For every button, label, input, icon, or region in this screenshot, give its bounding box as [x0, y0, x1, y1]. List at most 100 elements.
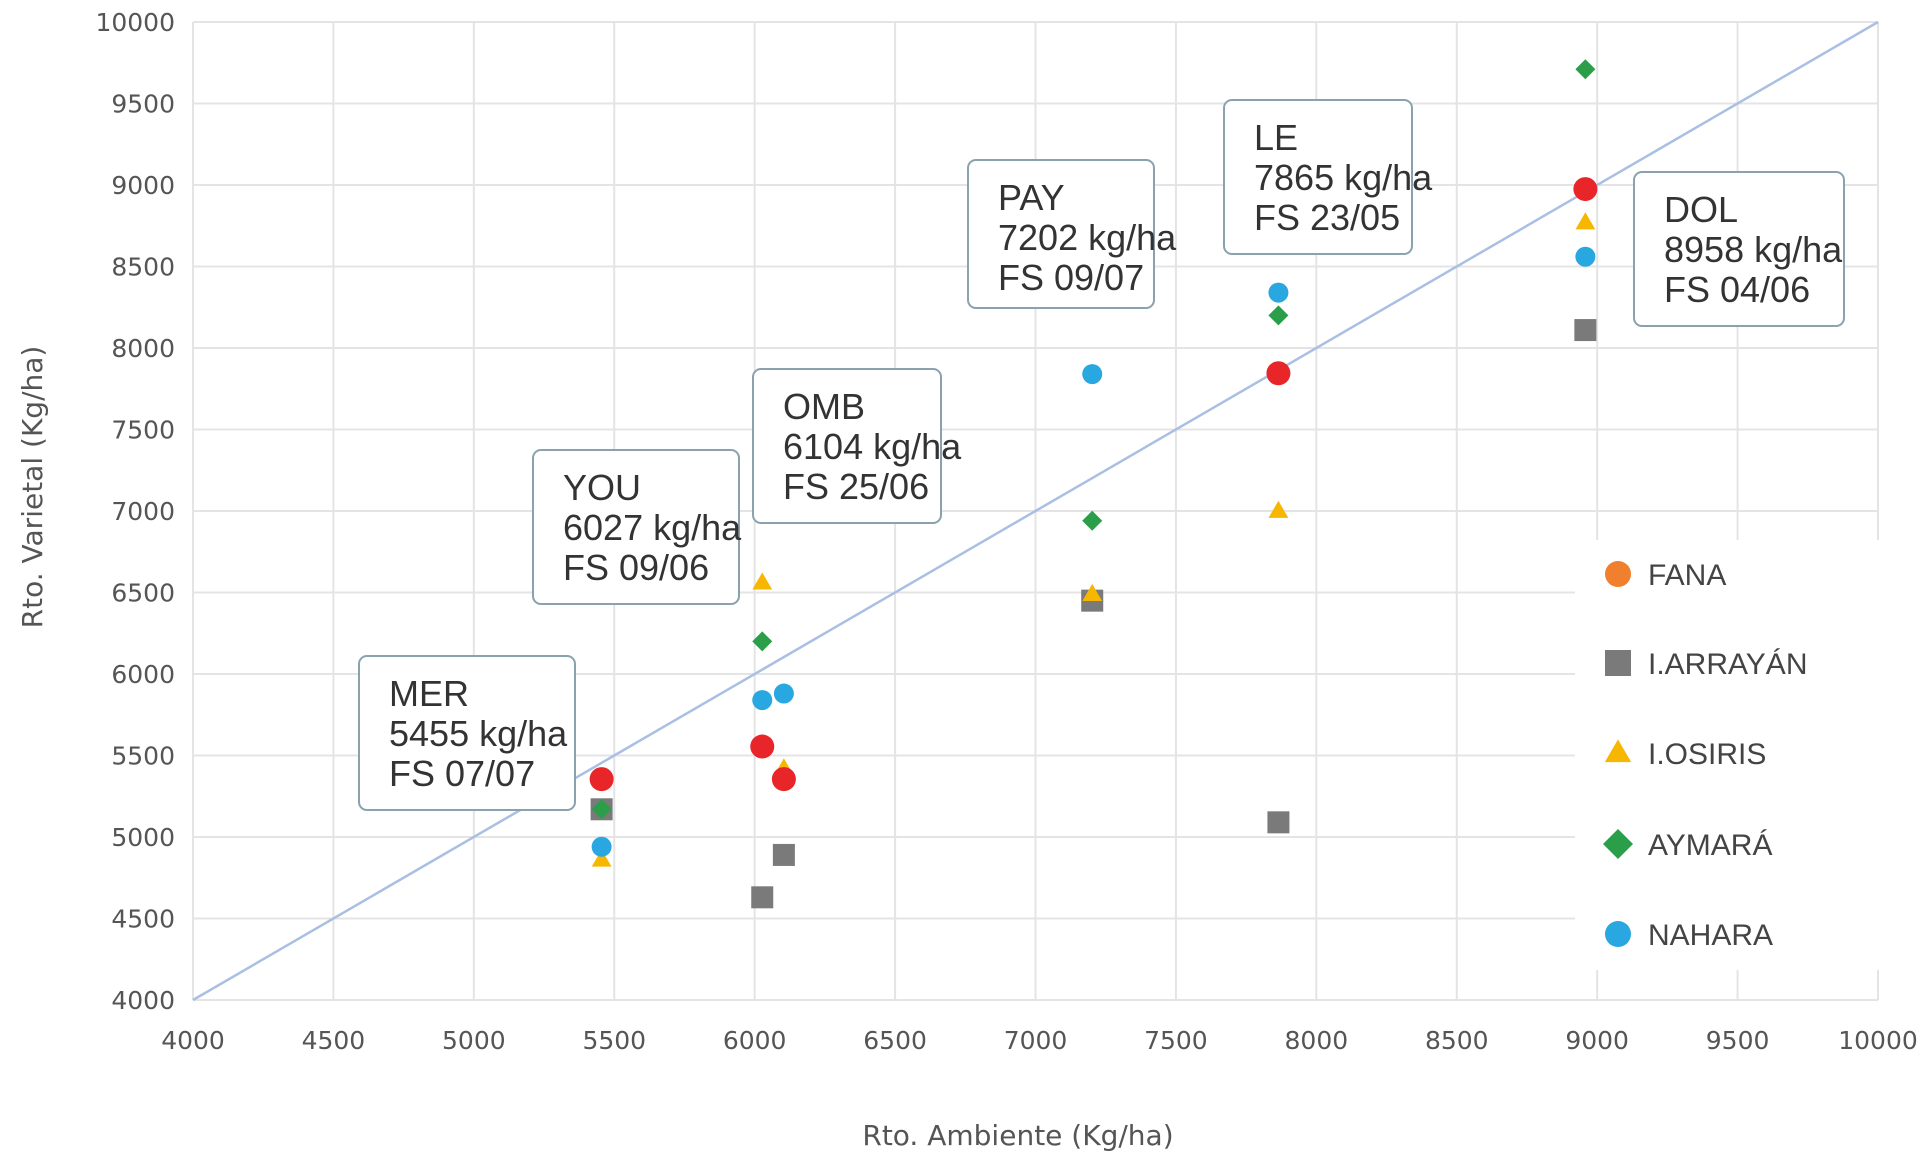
annotation-line: MER	[389, 673, 469, 714]
annotation-frame	[967, 159, 1155, 309]
annotation-line: PAY	[998, 177, 1065, 218]
y-tick-label: 7000	[111, 497, 175, 526]
annotation-line: OMB	[783, 386, 865, 427]
data-point	[1266, 361, 1291, 386]
data-point	[750, 734, 775, 759]
x-axis-label: Rto. Ambiente (Kg/ha)	[862, 1119, 1173, 1152]
data-point	[1575, 212, 1596, 230]
y-tick-label: 4500	[111, 905, 175, 934]
x-tick-label: 7000	[1004, 1026, 1068, 1055]
y-tick-label: 9000	[111, 171, 175, 200]
legend-label: I.ARRAYÁN	[1648, 648, 1807, 681]
y-tick-label: 5500	[111, 742, 175, 771]
data-point	[591, 849, 612, 867]
x-tick-label: 6000	[723, 1026, 787, 1055]
legend-marker	[1605, 561, 1631, 587]
series-nahara	[591, 246, 1596, 857]
annotation-line: LE	[1254, 117, 1298, 158]
reference-line	[192, 20, 1879, 1002]
data-point	[772, 843, 795, 866]
x-tick-label: 9000	[1565, 1026, 1629, 1055]
x-tick-label: 5000	[442, 1026, 506, 1055]
data-point	[1268, 282, 1289, 303]
data-point	[591, 836, 612, 857]
annotation-frame	[358, 655, 576, 811]
data-point	[751, 886, 774, 909]
legend-label: AYMARÁ	[1648, 829, 1772, 862]
y-tick-label: 5000	[111, 823, 175, 852]
data-point	[752, 631, 773, 652]
x-tick-label: 4000	[161, 1026, 225, 1055]
y-tick-label: 4000	[111, 986, 175, 1015]
data-point	[752, 572, 773, 590]
annotation-frame	[1633, 171, 1845, 327]
y-tick-label: 9500	[111, 90, 175, 119]
data-point	[591, 799, 612, 820]
annotation-frame	[532, 449, 740, 605]
data-point	[1082, 510, 1103, 531]
annotation-frame	[1223, 99, 1413, 255]
annotation-frame	[752, 368, 942, 524]
x-tick-label: 9500	[1706, 1026, 1770, 1055]
data-point	[773, 683, 794, 704]
data-point	[1268, 500, 1289, 518]
x-tick-label: 7500	[1144, 1026, 1208, 1055]
y-tick-label: 6500	[111, 579, 175, 608]
data-point	[1575, 246, 1596, 267]
legend-marker	[1603, 829, 1633, 859]
data-point	[771, 767, 796, 792]
x-tick-label: 8500	[1425, 1026, 1489, 1055]
annotation-line: FS 07/07	[389, 753, 535, 794]
y-tick-label: 7500	[111, 416, 175, 445]
annotation-line: YOU	[563, 467, 641, 508]
annotation-line: 7865 kg/ha	[1254, 157, 1433, 198]
legend: FANA I.ARRAYÁN I.OSIRIS AYMARÁ NAHARA	[1575, 540, 1880, 970]
legend-label: I.OSIRIS	[1648, 738, 1766, 771]
data-point	[1082, 583, 1103, 601]
annotation-line: 8958 kg/ha	[1664, 229, 1843, 270]
data-point	[1268, 305, 1289, 326]
series-fana	[589, 177, 1598, 792]
y-axis-label: Rto. Varietal (Kg/ha)	[16, 346, 49, 629]
legend-marker	[1605, 650, 1631, 676]
y-tick-label: 6000	[111, 660, 175, 689]
legend-marker	[1605, 921, 1631, 947]
tick-label-layer: 4000 4500 5000 5500 6000 6500 7000 7500 8000 8500…	[95, 8, 1917, 1055]
legend-label: NAHARA	[1648, 919, 1773, 952]
y-tick-label: 8000	[111, 334, 175, 363]
annotation-line: FS 09/06	[563, 547, 709, 588]
x-tick-label: 6500	[863, 1026, 927, 1055]
x-tick-label: 4500	[302, 1026, 366, 1055]
data-point	[1267, 811, 1290, 834]
data-point-layer	[589, 59, 1598, 909]
data-point	[752, 690, 773, 711]
annotation-line: FS 04/06	[1664, 269, 1810, 310]
annotation-line: 5455 kg/ha	[389, 713, 568, 754]
reference-line-layer	[192, 20, 1879, 1002]
legend-marker	[1604, 739, 1632, 763]
x-tick-label: 10000	[1838, 1026, 1918, 1055]
series-i-array-n	[590, 319, 1597, 909]
x-tick-label: 5500	[582, 1026, 646, 1055]
annotation-line: 7202 kg/ha	[998, 217, 1177, 258]
annotation-line: FS 09/07	[998, 257, 1144, 298]
data-point	[589, 767, 614, 792]
annotation-line: 6104 kg/ha	[783, 426, 962, 467]
data-point	[1573, 177, 1598, 202]
annotation-line: 6027 kg/ha	[563, 507, 742, 548]
series-i-osiris	[591, 212, 1596, 867]
x-tick-label: 8000	[1285, 1026, 1349, 1055]
annotation-line: FS 23/05	[1254, 197, 1400, 238]
y-tick-label: 8500	[111, 253, 175, 282]
data-point	[1575, 59, 1596, 80]
legend-label: FANA	[1648, 559, 1726, 592]
annotation-line: FS 25/06	[783, 466, 929, 507]
